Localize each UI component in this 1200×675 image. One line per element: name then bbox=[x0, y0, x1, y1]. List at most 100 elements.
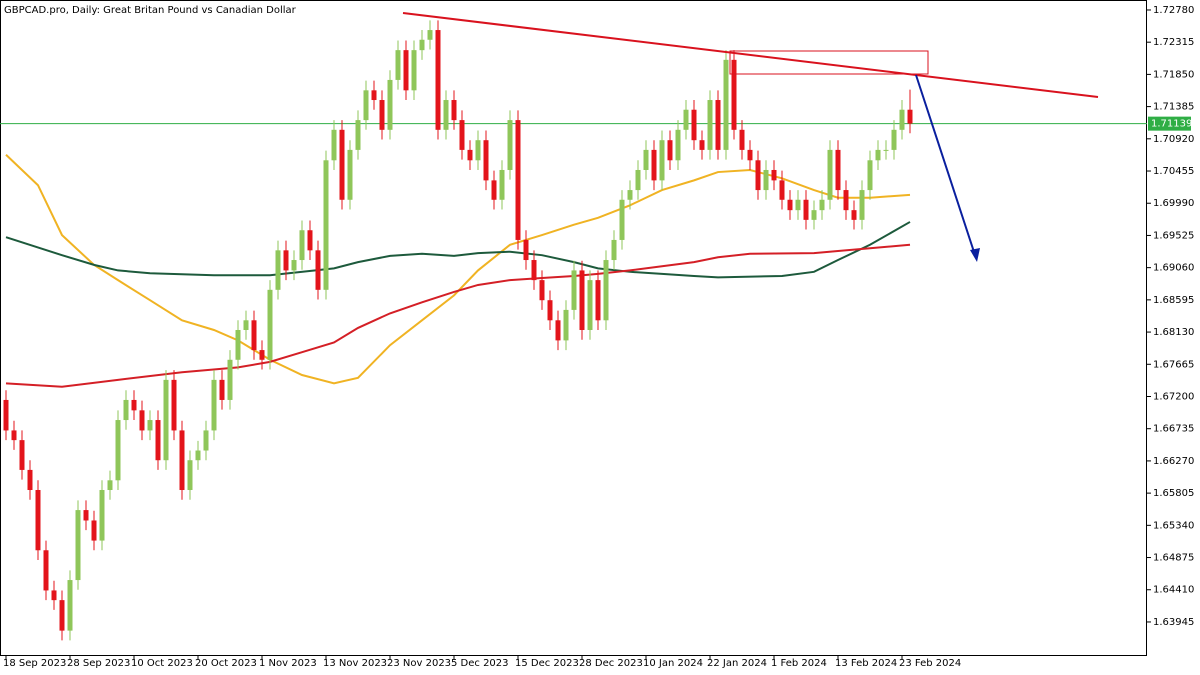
candle-body bbox=[227, 359, 233, 400]
candle-body bbox=[163, 379, 169, 461]
y-tick-label: 1.67665 bbox=[1153, 359, 1194, 370]
candle-body bbox=[507, 120, 513, 170]
candle-body bbox=[67, 580, 73, 631]
x-tick-label: 5 Dec 2023 bbox=[451, 658, 509, 669]
candle-body bbox=[891, 129, 897, 150]
candle-body bbox=[771, 169, 777, 181]
y-tick-label: 1.71385 bbox=[1153, 102, 1194, 113]
x-tick-label: 1 Feb 2024 bbox=[771, 658, 827, 669]
candle-body bbox=[851, 210, 857, 220]
candle-body bbox=[659, 140, 665, 181]
y-tick-label: 1.71850 bbox=[1153, 69, 1194, 80]
candle-body bbox=[739, 129, 745, 150]
x-tick-label: 28 Dec 2023 bbox=[579, 658, 643, 669]
candle-body bbox=[131, 399, 137, 411]
candle-body bbox=[715, 100, 721, 150]
candle-body bbox=[147, 420, 153, 431]
candle-body bbox=[83, 510, 89, 521]
candle-body bbox=[411, 50, 417, 91]
candle-body bbox=[339, 129, 345, 200]
x-tick-label: 13 Feb 2024 bbox=[835, 658, 897, 669]
candle-body bbox=[75, 510, 81, 581]
candle-body bbox=[763, 169, 769, 191]
candle-body bbox=[907, 109, 913, 124]
candle-body bbox=[555, 320, 561, 341]
x-tick-label: 20 Oct 2023 bbox=[195, 658, 257, 669]
x-tick-label: 28 Sep 2023 bbox=[67, 658, 130, 669]
candle-body bbox=[531, 260, 537, 281]
candle-body bbox=[595, 280, 601, 321]
candle-body bbox=[587, 280, 593, 330]
candle-body bbox=[563, 309, 569, 341]
x-tick-label: 22 Jan 2024 bbox=[707, 658, 767, 669]
candle-body bbox=[827, 149, 833, 200]
candle-body bbox=[115, 420, 121, 481]
candle-body bbox=[451, 100, 457, 121]
candle-body bbox=[779, 180, 785, 200]
candle-body bbox=[355, 120, 361, 150]
candle-body bbox=[235, 329, 241, 360]
x-tick-label: 23 Nov 2023 bbox=[387, 658, 451, 669]
x-tick-label: 15 Dec 2023 bbox=[515, 658, 579, 669]
candle-body bbox=[859, 190, 865, 220]
candle-body bbox=[427, 30, 433, 40]
candle-body bbox=[43, 550, 49, 591]
candle-body bbox=[603, 260, 609, 321]
candle-body bbox=[91, 520, 97, 541]
axis-layer: 1.72780 1.72315 1.71850 1.71385 1.70920 1.704… bbox=[3, 5, 1194, 669]
candle-body bbox=[251, 320, 257, 351]
x-tick-label: 13 Nov 2023 bbox=[323, 658, 387, 669]
candle-body bbox=[571, 270, 577, 310]
y-tick-label: 1.70920 bbox=[1153, 134, 1194, 145]
candle-body bbox=[99, 490, 105, 541]
y-tick-label: 1.65340 bbox=[1153, 520, 1194, 531]
candle-body bbox=[11, 430, 17, 441]
candle-body bbox=[275, 250, 281, 290]
candle-body bbox=[691, 109, 697, 141]
resistance-zone bbox=[729, 50, 929, 75]
candle-body bbox=[483, 140, 489, 181]
candle-body bbox=[371, 90, 377, 101]
candle-body bbox=[867, 160, 873, 191]
candle-body bbox=[803, 199, 809, 220]
candle-body bbox=[475, 140, 481, 161]
plot-frame bbox=[0, 0, 1147, 656]
y-tick-label: 1.69060 bbox=[1153, 263, 1194, 274]
candle-body bbox=[331, 129, 337, 161]
candle-body bbox=[59, 600, 65, 631]
y-tick-label: 1.72315 bbox=[1153, 37, 1194, 48]
candle-body bbox=[315, 250, 321, 290]
candle-body bbox=[819, 199, 825, 211]
y-tick-label: 1.67200 bbox=[1153, 391, 1194, 402]
candle-body bbox=[523, 239, 529, 261]
candle-body bbox=[187, 460, 193, 491]
candle-body bbox=[795, 199, 801, 211]
candle-body bbox=[259, 350, 265, 360]
candle-body bbox=[627, 190, 633, 200]
y-tick-label: 1.63945 bbox=[1153, 617, 1194, 628]
candle-body bbox=[515, 120, 521, 240]
candle-body bbox=[707, 100, 713, 150]
candle-body bbox=[843, 190, 849, 211]
candle-body bbox=[171, 379, 177, 431]
y-tick-label: 1.66270 bbox=[1153, 456, 1194, 467]
candle-body bbox=[635, 169, 641, 191]
chart-title: GBPCAD.pro, Daily: Great Britan Pound vs… bbox=[4, 5, 297, 16]
y-tick-label: 1.66735 bbox=[1153, 424, 1194, 435]
candle-body bbox=[211, 379, 217, 431]
candle-body bbox=[179, 430, 185, 491]
y-tick-label: 1.69990 bbox=[1153, 198, 1194, 209]
candle-body bbox=[539, 280, 545, 301]
y-tick-label: 1.65805 bbox=[1153, 488, 1194, 499]
candle-body bbox=[619, 199, 625, 240]
candle-body bbox=[27, 469, 33, 491]
candle-body bbox=[379, 100, 385, 130]
candle-body bbox=[899, 109, 905, 130]
candle-body bbox=[443, 100, 449, 130]
x-tick-label: 1 Nov 2023 bbox=[259, 658, 317, 669]
candle-body bbox=[363, 90, 369, 121]
candle-body bbox=[651, 149, 657, 181]
forecast-arrow bbox=[915, 74, 976, 256]
candle-body bbox=[307, 230, 313, 251]
